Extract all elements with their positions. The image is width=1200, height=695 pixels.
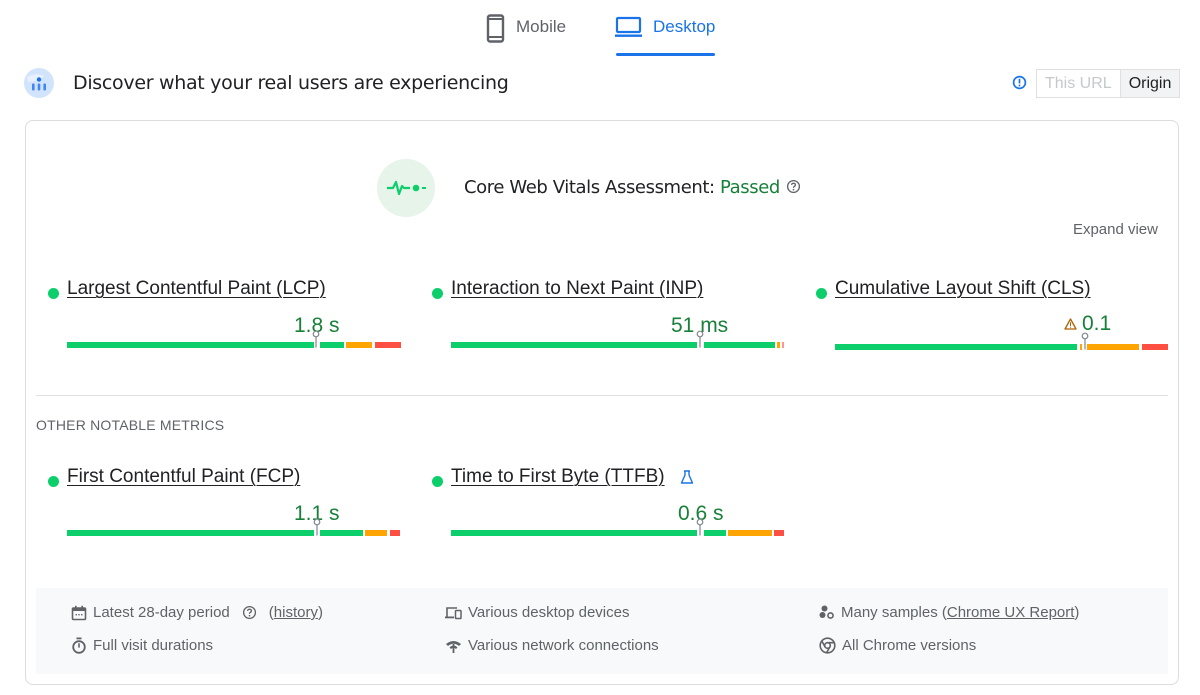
status-dot-good	[48, 288, 59, 299]
p75-marker-icon	[696, 518, 704, 536]
versions-text: All Chrome versions	[842, 637, 977, 654]
expand-view-link[interactable]: Expand view	[1072, 221, 1158, 238]
field-data-header: Discover what your real users are experi…	[0, 66, 1200, 102]
warning-icon	[1064, 318, 1077, 330]
data-source-info: Latest 28-day period (history) Full visi…	[36, 588, 1168, 674]
status-dot-good	[48, 476, 59, 487]
samples-suffix: )	[1074, 604, 1080, 621]
section-divider	[36, 395, 1168, 396]
section-title: Discover what your real users are experi…	[73, 72, 509, 94]
metric-cls: Cumulative Layout Shift (CLS) 0.1	[816, 278, 1168, 368]
metric-ttfb: Time to First Byte (TTFB) 0.6 s	[432, 466, 784, 556]
stopwatch-icon	[72, 637, 86, 654]
inp-distribution-bar	[451, 330, 785, 348]
status-dot-good	[432, 288, 443, 299]
status-dot-good	[432, 476, 443, 487]
ttfb-distribution-bar	[451, 518, 785, 536]
cls-distribution-bar	[835, 332, 1169, 350]
samples-prefix: Many samples (	[841, 604, 947, 621]
info-icon[interactable]	[1012, 75, 1027, 90]
visit-durations: Full visit durations	[71, 637, 213, 654]
metric-fcp: First Contentful Paint (FCP) 1.1 s	[48, 466, 400, 556]
laptop-icon	[615, 16, 642, 37]
metric-lcp: Largest Contentful Paint (LCP) 1.8 s	[48, 278, 401, 368]
metric-ttfb-value: 0.6 s	[678, 502, 724, 525]
devices-text: Various desktop devices	[468, 604, 630, 621]
metric-fcp-link[interactable]: First Contentful Paint (FCP)	[67, 466, 301, 487]
other-metrics-heading: OTHER NOTABLE METRICS	[36, 417, 225, 433]
p75-marker-icon	[312, 330, 320, 348]
samples-icon	[819, 605, 834, 619]
device-types: Various desktop devices	[445, 604, 629, 621]
this-url-option[interactable]: This URL	[1037, 70, 1121, 97]
field-data-card: Core Web Vitals Assessment: Passed Expan…	[25, 120, 1179, 685]
metric-inp: Interaction to Next Paint (INP) 51 ms	[432, 278, 784, 368]
assessment-title: Core Web Vitals Assessment: Passed	[464, 177, 801, 198]
tab-mobile[interactable]: Mobile	[486, 10, 566, 56]
calendar-icon	[71, 605, 87, 620]
lcp-distribution-bar	[67, 330, 401, 348]
help-icon[interactable]	[786, 179, 801, 194]
tab-mobile-label: Mobile	[516, 17, 567, 36]
sample-source: Many samples (Chrome UX Report)	[819, 604, 1079, 621]
metric-ttfb-link[interactable]: Time to First Byte (TTFB)	[451, 466, 665, 487]
metric-lcp-value: 1.8 s	[294, 314, 340, 337]
network-text: Various network connections	[468, 637, 659, 654]
metric-lcp-link[interactable]: Largest Contentful Paint (LCP)	[67, 278, 326, 299]
device-tabs: Mobile Desktop	[0, 0, 1200, 58]
metric-cls-link[interactable]: Cumulative Layout Shift (CLS)	[835, 278, 1091, 299]
metric-fcp-value: 1.1 s	[294, 502, 340, 525]
metric-inp-value: 51 ms	[671, 314, 729, 337]
help-icon[interactable]	[242, 605, 257, 620]
durations-text: Full visit durations	[93, 637, 214, 654]
network-wifi-icon	[446, 640, 461, 653]
crux-logo-icon	[24, 68, 54, 98]
metric-cls-value: 0.1	[1082, 312, 1112, 335]
assessment-label: Core Web Vitals Assessment:	[464, 177, 721, 198]
vitals-pulse-icon	[377, 159, 435, 217]
smartphone-icon	[486, 14, 505, 43]
metric-inp-link[interactable]: Interaction to Next Paint (INP)	[451, 278, 704, 299]
period-text: Latest 28-day period	[93, 604, 230, 621]
p75-marker-icon	[313, 518, 321, 536]
history-link[interactable]: history	[273, 604, 318, 621]
tab-desktop-label: Desktop	[653, 17, 716, 36]
p75-marker-icon	[696, 330, 704, 348]
p75-marker-icon	[1081, 332, 1089, 350]
url-origin-toggle: This URL Origin	[1036, 69, 1181, 98]
fcp-distribution-bar	[67, 518, 401, 536]
devices-icon	[445, 606, 462, 619]
tab-desktop[interactable]: Desktop	[615, 10, 716, 56]
collection-period: Latest 28-day period (history)	[71, 604, 323, 621]
origin-option[interactable]: Origin	[1120, 70, 1180, 97]
chrome-versions: All Chrome versions	[819, 637, 976, 654]
status-dot-good	[816, 288, 827, 299]
network-types: Various network connections	[445, 637, 659, 654]
chrome-ux-report-link[interactable]: Chrome UX Report	[946, 604, 1075, 621]
chrome-icon	[819, 637, 836, 654]
experimental-flask-icon	[680, 470, 694, 484]
assessment-status: Passed	[720, 177, 780, 198]
